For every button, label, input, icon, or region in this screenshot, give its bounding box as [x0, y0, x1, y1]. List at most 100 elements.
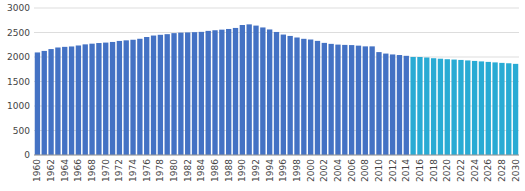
bar	[369, 46, 374, 155]
bar	[35, 52, 40, 155]
x-tick-label: 1980	[169, 159, 179, 182]
bar	[219, 30, 224, 155]
bars	[35, 24, 518, 155]
y-tick-label: 1000	[7, 101, 30, 111]
x-tick-label: 1998	[292, 159, 302, 182]
bar	[137, 39, 142, 155]
x-tick-label: 2022	[456, 159, 466, 182]
bar	[472, 61, 477, 155]
bar	[404, 56, 409, 155]
bar	[96, 43, 101, 155]
bar	[165, 34, 170, 155]
chart: 0 500 1000 1500 2000 2500 3000 1960 1962 19641966…	[0, 0, 525, 191]
bar	[342, 45, 347, 155]
x-tick-label: 1976	[142, 159, 152, 182]
bar	[390, 54, 395, 155]
bar	[492, 62, 497, 155]
bar	[206, 31, 211, 155]
bar	[48, 49, 53, 155]
y-tick-label: 2500	[7, 28, 30, 38]
x-tick-label: 1960	[32, 159, 42, 182]
y-tick-label: 0	[24, 150, 30, 160]
x-tick-label: 1964	[60, 159, 70, 182]
x-tick-label: 2012	[388, 159, 398, 182]
x-tick-label: 1984	[196, 159, 206, 182]
bar	[260, 27, 265, 155]
bar	[151, 36, 156, 155]
bar	[171, 33, 176, 155]
bar	[301, 39, 306, 155]
bar	[233, 28, 238, 155]
bar	[458, 60, 463, 155]
bar	[185, 32, 190, 155]
grid-line	[34, 8, 519, 9]
x-tick-label: 2030	[511, 159, 521, 182]
bar	[199, 32, 204, 155]
x-tick-label: 1978	[155, 159, 165, 182]
x-tick-label: 2026	[483, 159, 493, 182]
bar	[287, 36, 292, 155]
bar	[349, 45, 354, 155]
bar	[383, 54, 388, 155]
x-axis-line	[34, 155, 519, 156]
x-tick-label: 2002	[319, 159, 329, 182]
x-tick-label: 1996	[278, 159, 288, 182]
x-tick-label: 2028	[497, 159, 507, 182]
bar	[103, 43, 108, 155]
x-tick-label: 1992	[251, 159, 261, 182]
bar	[486, 62, 491, 155]
bar	[69, 46, 74, 155]
y-tick-label: 500	[13, 126, 30, 136]
bar	[42, 51, 47, 155]
bar	[240, 25, 245, 155]
bar	[144, 37, 149, 155]
bar	[192, 32, 197, 155]
bar	[281, 35, 286, 155]
bar	[308, 40, 313, 155]
bar	[445, 59, 450, 155]
bar	[226, 29, 231, 155]
y-tick-label: 3000	[7, 3, 30, 13]
bar	[89, 44, 94, 155]
bar	[431, 58, 436, 155]
bar	[410, 57, 415, 155]
bar	[76, 45, 81, 155]
x-tick-label: 1966	[73, 159, 83, 182]
bar	[335, 45, 340, 155]
bar	[62, 47, 67, 155]
bar	[83, 44, 88, 155]
x-tick-label: 2004	[333, 159, 343, 182]
bar	[55, 47, 60, 155]
x-tick-label: 2016	[415, 159, 425, 182]
bar	[424, 57, 429, 155]
x-tick-label: 1974	[128, 159, 138, 182]
x-tick-label: 1988	[224, 159, 234, 182]
bar	[356, 46, 361, 155]
grid	[34, 8, 519, 155]
bar	[479, 61, 484, 155]
x-tick-label: 2010	[374, 159, 384, 182]
bar	[274, 32, 279, 155]
bar	[117, 41, 122, 155]
bar	[315, 41, 320, 155]
bar	[438, 59, 443, 155]
bar	[130, 40, 135, 155]
bar	[513, 64, 518, 155]
bar	[124, 40, 129, 155]
x-tick-label: 2014	[401, 159, 411, 182]
x-tick-label: 1986	[210, 159, 220, 182]
bar	[328, 44, 333, 155]
bar	[322, 43, 327, 155]
bar	[212, 30, 217, 155]
bar	[376, 52, 381, 155]
x-tick-label: 2008	[360, 159, 370, 182]
x-tick-label: 1968	[87, 159, 97, 182]
bar	[417, 57, 422, 155]
bar	[253, 26, 258, 155]
bar	[363, 46, 368, 155]
bar	[465, 60, 470, 155]
x-tick-label: 1962	[46, 159, 56, 182]
grid-line	[34, 155, 519, 156]
x-tick-label: 2000	[306, 159, 316, 182]
y-tick-label: 1500	[7, 77, 30, 87]
